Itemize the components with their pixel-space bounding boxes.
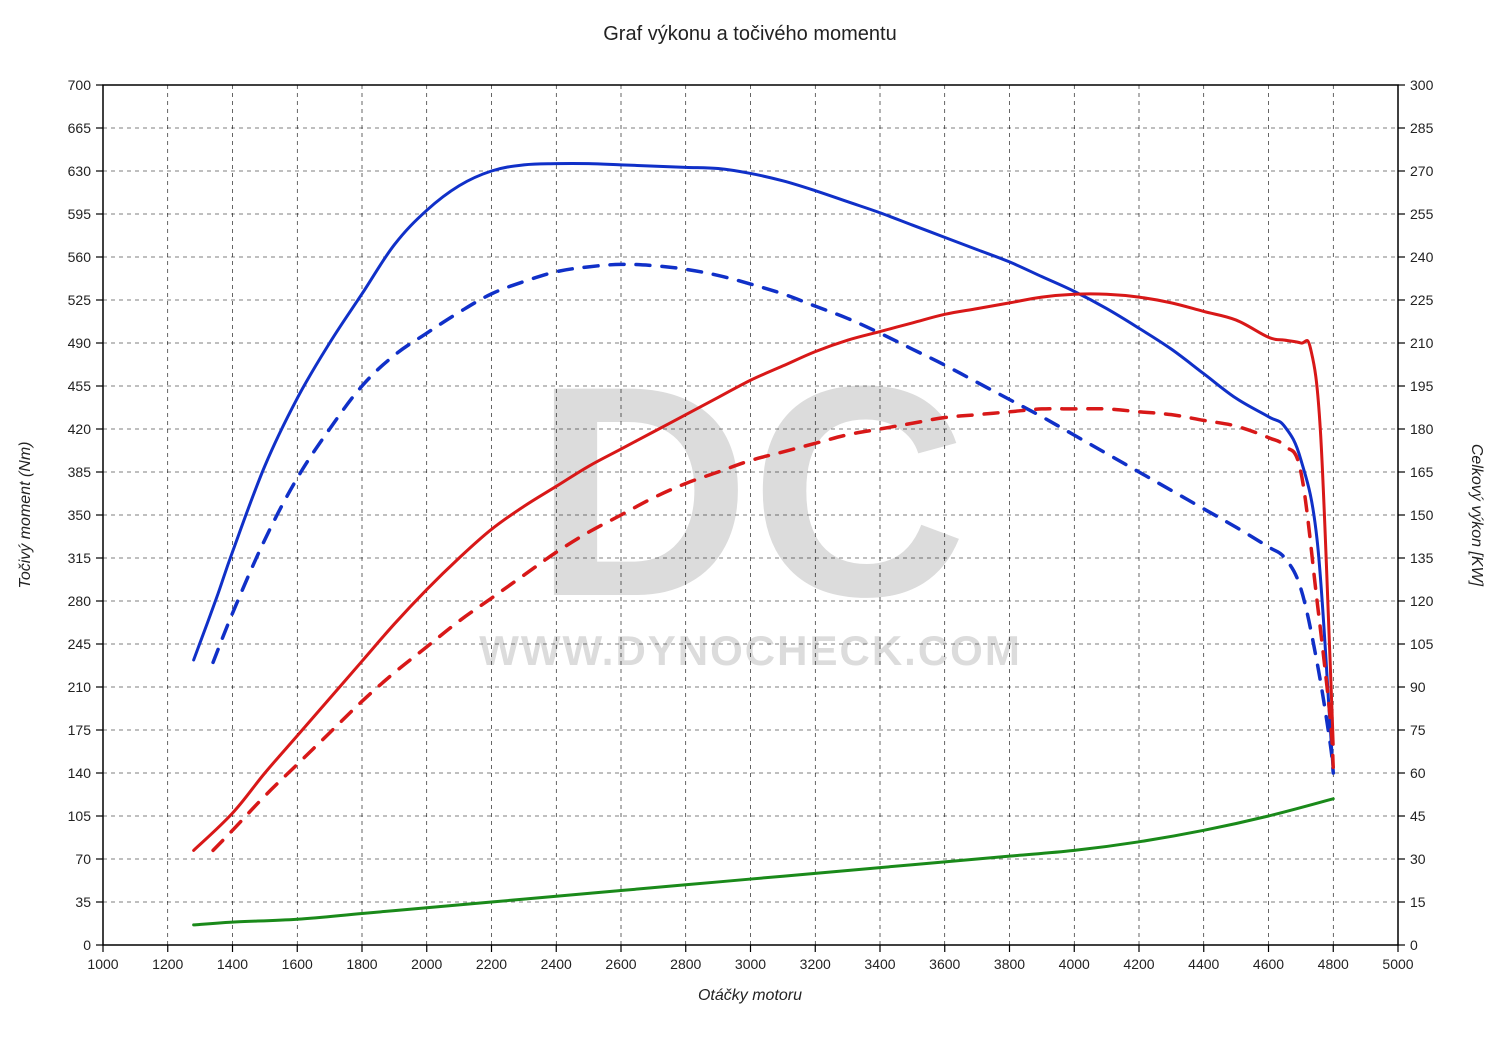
y-left-tick-label: 665 bbox=[68, 120, 92, 136]
y-right-tick-label: 45 bbox=[1410, 808, 1426, 824]
x-tick-label: 1600 bbox=[282, 956, 313, 972]
x-tick-label: 2600 bbox=[605, 956, 636, 972]
y-right-tick-label: 195 bbox=[1410, 378, 1434, 394]
y-right-tick-label: 75 bbox=[1410, 722, 1426, 738]
x-tick-label: 4000 bbox=[1059, 956, 1090, 972]
y-left-tick-label: 700 bbox=[68, 77, 92, 93]
chart-svg: Graf výkonu a točivého momentu DCWWW.DYN… bbox=[0, 0, 1500, 1041]
y-left-tick-label: 140 bbox=[68, 765, 92, 781]
x-tick-label: 3600 bbox=[929, 956, 960, 972]
x-tick-label: 1200 bbox=[152, 956, 183, 972]
x-tick-label: 4800 bbox=[1318, 956, 1349, 972]
y-left-axis-label: Točivý moment (Nm) bbox=[17, 442, 34, 589]
y-right-tick-label: 225 bbox=[1410, 292, 1434, 308]
y-right-tick-label: 90 bbox=[1410, 679, 1426, 695]
x-axis-label: Otáčky motoru bbox=[698, 987, 802, 1004]
y-left-tick-label: 630 bbox=[68, 163, 92, 179]
y-right-tick-label: 105 bbox=[1410, 636, 1434, 652]
y-left-tick-label: 455 bbox=[68, 378, 92, 394]
x-tick-label: 2800 bbox=[670, 956, 701, 972]
y-left-tick-label: 280 bbox=[68, 593, 92, 609]
y-left-tick-label: 175 bbox=[68, 722, 92, 738]
y-left-tick-label: 105 bbox=[68, 808, 92, 824]
y-right-tick-label: 15 bbox=[1410, 894, 1426, 910]
x-tick-label: 2200 bbox=[476, 956, 507, 972]
y-right-tick-label: 60 bbox=[1410, 765, 1426, 781]
x-tick-label: 1000 bbox=[87, 956, 118, 972]
y-right-tick-label: 285 bbox=[1410, 120, 1434, 136]
y-right-tick-label: 240 bbox=[1410, 249, 1434, 265]
y-left-ticks: 0 35 70 105 140 175 210 245 280 315 350 385 420 455 49… bbox=[68, 77, 103, 953]
y-left-tick-label: 245 bbox=[68, 636, 92, 652]
x-ticks: 1000 1200 1400 1600 1800 2000 2200 2400 2600 2800… bbox=[87, 945, 1413, 972]
y-left-tick-label: 525 bbox=[68, 292, 92, 308]
x-tick-label: 3800 bbox=[994, 956, 1025, 972]
dyno-chart: Graf výkonu a točivého momentu DCWWW.DYN… bbox=[0, 0, 1500, 1041]
x-tick-label: 4600 bbox=[1253, 956, 1284, 972]
y-right-tick-label: 270 bbox=[1410, 163, 1434, 179]
x-tick-label: 1400 bbox=[217, 956, 248, 972]
y-right-ticks: 0 15 30 45 60 75 90 105 120 135 150 165 180 195 210 225… bbox=[1398, 77, 1434, 953]
x-tick-label: 3400 bbox=[864, 956, 895, 972]
y-right-tick-label: 135 bbox=[1410, 550, 1434, 566]
watermark-url: WWW.DYNOCHECK.COM bbox=[479, 627, 1022, 674]
x-tick-label: 4200 bbox=[1123, 956, 1154, 972]
y-left-tick-label: 210 bbox=[68, 679, 92, 695]
x-tick-label: 4400 bbox=[1188, 956, 1219, 972]
y-left-tick-label: 385 bbox=[68, 464, 92, 480]
x-tick-label: 3000 bbox=[735, 956, 766, 972]
x-tick-label: 3200 bbox=[800, 956, 831, 972]
y-left-tick-label: 490 bbox=[68, 335, 92, 351]
y-right-tick-label: 180 bbox=[1410, 421, 1434, 437]
y-right-axis-label: Celkový výkon [KW] bbox=[1468, 444, 1485, 587]
x-tick-label: 1800 bbox=[346, 956, 377, 972]
y-left-tick-label: 420 bbox=[68, 421, 92, 437]
y-left-tick-label: 315 bbox=[68, 550, 92, 566]
x-tick-label: 5000 bbox=[1382, 956, 1413, 972]
y-left-tick-label: 595 bbox=[68, 206, 92, 222]
y-left-tick-label: 70 bbox=[75, 851, 91, 867]
y-right-tick-label: 0 bbox=[1410, 937, 1418, 953]
y-right-tick-label: 120 bbox=[1410, 593, 1434, 609]
x-tick-label: 2000 bbox=[411, 956, 442, 972]
y-right-tick-label: 210 bbox=[1410, 335, 1434, 351]
y-left-tick-label: 0 bbox=[83, 937, 91, 953]
y-left-tick-label: 560 bbox=[68, 249, 92, 265]
y-right-tick-label: 30 bbox=[1410, 851, 1426, 867]
y-left-tick-label: 35 bbox=[75, 894, 91, 910]
y-left-tick-label: 350 bbox=[68, 507, 92, 523]
x-tick-label: 2400 bbox=[541, 956, 572, 972]
series-loss_power bbox=[194, 799, 1334, 925]
y-right-tick-label: 165 bbox=[1410, 464, 1434, 480]
y-right-tick-label: 150 bbox=[1410, 507, 1434, 523]
chart-title: Graf výkonu a točivého momentu bbox=[603, 23, 896, 45]
y-right-tick-label: 300 bbox=[1410, 77, 1434, 93]
y-right-tick-label: 255 bbox=[1410, 206, 1434, 222]
